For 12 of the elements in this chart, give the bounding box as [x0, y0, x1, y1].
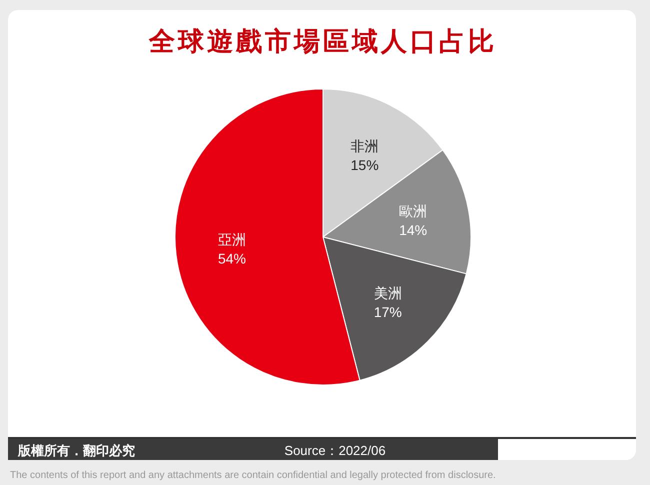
data-label: 17% — [374, 304, 402, 320]
slice-label: 非洲 — [350, 138, 379, 154]
slice-label: 歐洲 — [399, 202, 428, 219]
text: 版權所有．翻印必究 — [17, 443, 135, 458]
data-label: 54% — [218, 250, 246, 266]
data-label: 15% — [350, 157, 379, 174]
data-label: 14% — [399, 222, 428, 238]
source-note: Source：2022/06 — [284, 443, 386, 458]
slice-label: 美洲 — [374, 284, 402, 301]
chart-title: 全球遊戲市場區域人口占比 — [148, 27, 497, 56]
text: The contents of this report and any attachments are contain confidential and legally protected from disclosure. — [10, 470, 496, 481]
slice-label: 亞洲 — [218, 232, 246, 248]
